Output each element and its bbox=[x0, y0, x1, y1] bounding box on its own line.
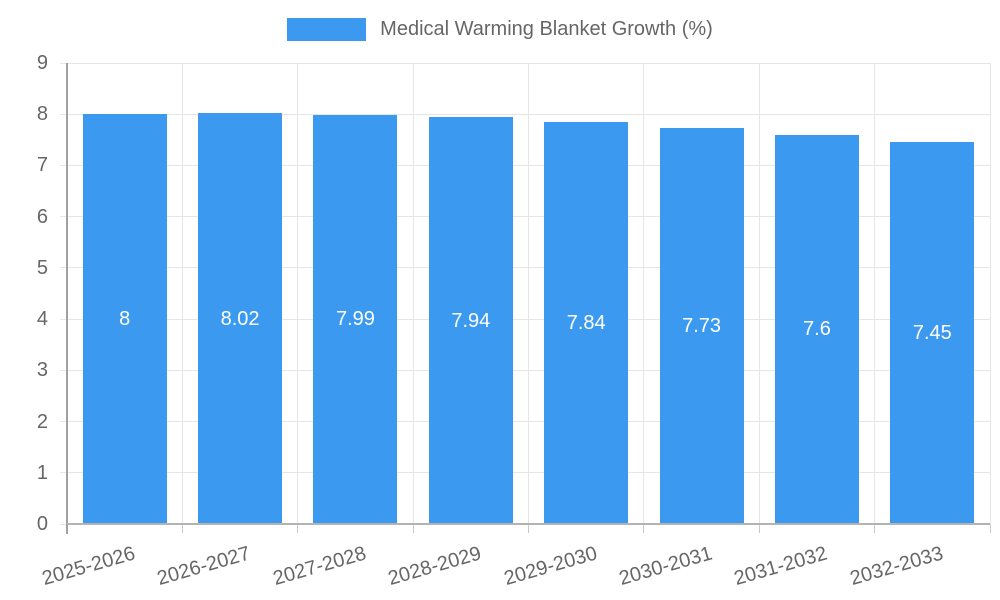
x-axis-tick-label: 2025-2026 bbox=[39, 542, 138, 590]
x-axis-tick bbox=[297, 524, 299, 533]
y-gridline bbox=[60, 267, 990, 269]
y-axis-tick-label: 2 bbox=[36, 410, 48, 433]
bar-2028-2029[interactable] bbox=[428, 117, 513, 523]
bar-2031-2032[interactable] bbox=[774, 134, 859, 523]
y-axis-tick-label: 7 bbox=[36, 154, 48, 177]
y-gridline bbox=[60, 421, 990, 423]
bar-2025-2026[interactable] bbox=[82, 114, 167, 523]
y-axis-tick-label: 5 bbox=[36, 256, 48, 279]
y-gridline bbox=[60, 318, 990, 320]
bar-value-label: 7.84 bbox=[566, 312, 606, 335]
x-axis-tick bbox=[528, 524, 529, 533]
x-axis-tick bbox=[181, 524, 183, 533]
x-gridline bbox=[643, 63, 645, 524]
y-axis-tick-label: 1 bbox=[36, 461, 48, 484]
legend-swatch-icon[interactable] bbox=[287, 18, 367, 41]
x-gridline bbox=[297, 63, 299, 524]
y-axis-line bbox=[66, 63, 68, 534]
bar-value-label: 8 bbox=[119, 308, 131, 331]
bar-value-label: 7.45 bbox=[912, 322, 952, 345]
bar-2030-2031[interactable] bbox=[659, 128, 744, 523]
x-gridline bbox=[181, 63, 183, 524]
x-axis-tick bbox=[412, 524, 414, 533]
y-gridline bbox=[60, 62, 990, 64]
x-axis-tick bbox=[643, 524, 645, 533]
bar-2027-2028[interactable] bbox=[313, 114, 398, 523]
bar-value-label: 7.6 bbox=[803, 318, 831, 341]
x-gridline bbox=[528, 63, 529, 524]
bar-2026-2027[interactable] bbox=[198, 113, 283, 523]
x-axis-line bbox=[67, 523, 990, 525]
y-gridline bbox=[60, 113, 990, 115]
x-axis-tick bbox=[758, 524, 760, 533]
bar-value-label: 7.94 bbox=[451, 309, 491, 332]
y-gridline bbox=[60, 216, 990, 218]
x-axis-tick-label: 2026-2027 bbox=[155, 542, 254, 590]
x-axis-tick-label: 2032-2033 bbox=[847, 542, 946, 590]
bar-2032-2033[interactable] bbox=[890, 142, 975, 523]
x-axis-tick-label: 2029-2030 bbox=[501, 542, 600, 590]
x-axis-tick-label: 2030-2031 bbox=[616, 542, 715, 590]
y-axis-tick-label: 8 bbox=[36, 103, 48, 126]
x-gridline bbox=[412, 63, 414, 524]
y-axis-tick-label: 6 bbox=[36, 205, 48, 228]
x-gridline bbox=[989, 63, 991, 524]
bar-value-label: 7.99 bbox=[335, 308, 375, 331]
x-axis-tick bbox=[874, 524, 876, 533]
bar-2029-2030[interactable] bbox=[544, 122, 629, 523]
x-axis-tick-label: 2031-2032 bbox=[731, 542, 830, 590]
y-axis-tick-label: 9 bbox=[36, 52, 48, 74]
y-gridline bbox=[60, 164, 990, 166]
y-gridline bbox=[60, 472, 990, 474]
x-axis-tick-label: 2027-2028 bbox=[270, 542, 369, 590]
x-axis-tick bbox=[989, 524, 991, 533]
x-gridline bbox=[758, 63, 760, 524]
bar-value-label: 7.73 bbox=[682, 315, 722, 338]
chart-legend: Medical Warming Blanket Growth (%) bbox=[0, 18, 1000, 41]
y-axis-tick-label: 3 bbox=[36, 359, 48, 382]
y-axis-tick-label: 4 bbox=[36, 308, 48, 331]
bar-value-label: 8.02 bbox=[220, 307, 260, 330]
x-gridline bbox=[874, 63, 876, 524]
legend-label[interactable]: Medical Warming Blanket Growth (%) bbox=[380, 18, 713, 40]
y-axis-tick-label: 0 bbox=[36, 513, 48, 535]
y-gridline bbox=[60, 369, 990, 371]
x-axis-tick-label: 2028-2029 bbox=[385, 542, 484, 590]
